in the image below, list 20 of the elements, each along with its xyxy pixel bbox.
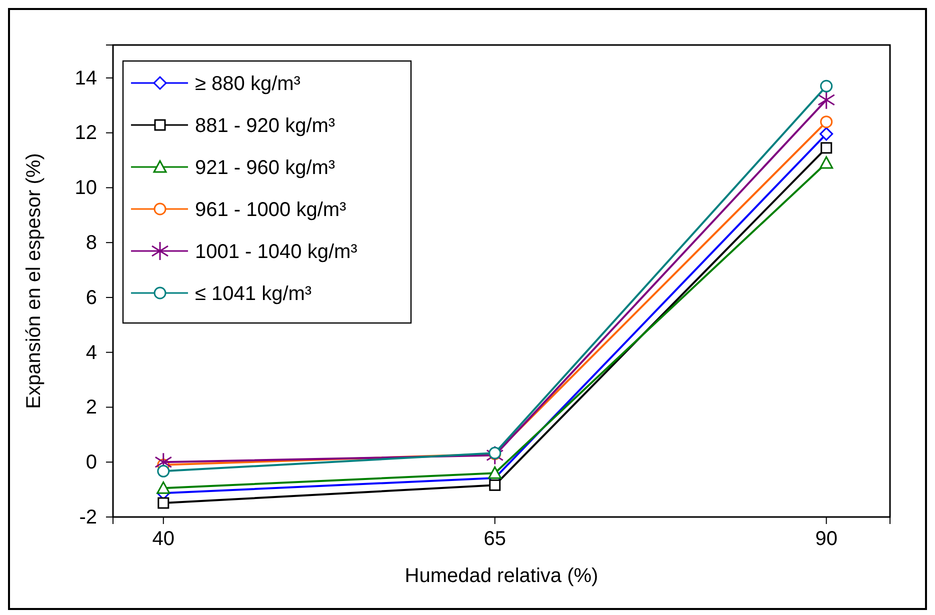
y-tick-label: 2: [86, 396, 97, 419]
y-tick-label: 10: [74, 177, 97, 200]
x-tick-label: 90: [815, 528, 838, 550]
y-tick-label: 6: [86, 286, 97, 309]
y-tick-label: -2: [79, 506, 97, 528]
x-tick-label: 65: [484, 528, 506, 550]
y-tick-label: 8: [86, 232, 97, 254]
legend-label: 1001 - 1040 kg/m³: [195, 241, 358, 263]
legend-label: 961 - 1000 kg/m³: [195, 199, 347, 221]
y-tick-label: 0: [86, 452, 97, 474]
legend-label: 921 - 960 kg/m³: [195, 157, 336, 179]
legend-label: 881 - 920 kg/m³: [195, 115, 336, 137]
y-tick-label: 14: [74, 67, 97, 90]
y-tick-label: 4: [86, 342, 97, 364]
legend-label: ≤ 1041 kg/m³: [195, 283, 312, 305]
y-tick-label: 12: [74, 122, 97, 144]
x-axis-title: Humedad relativa (%): [404, 565, 598, 587]
x-tick-label: 40: [152, 528, 175, 550]
legend-label: ≥ 880 kg/m³: [195, 73, 301, 95]
y-axis-title: Expansión en el espesor (%): [23, 153, 45, 409]
